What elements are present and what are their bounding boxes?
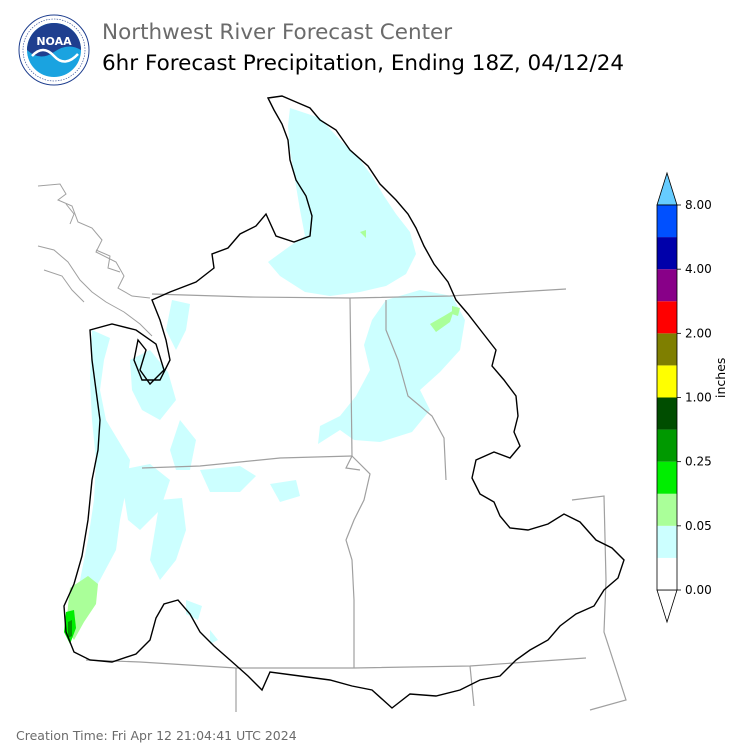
product-title: 6hr Forecast Precipitation, Ending 18Z, … (102, 51, 625, 76)
colorbar-bins (656, 171, 678, 624)
colorbar-tick-label: 0.05 (685, 519, 712, 533)
basin-outline (63, 95, 625, 709)
colorbar-tick-label: 4.00 (685, 262, 712, 276)
colorbar-tick-label: 0.00 (685, 583, 712, 597)
colorbar-ticks: 0.00 0.05 0.25 1.00 2.00 4.00 8.00 (677, 198, 712, 597)
creation-time: Creation Time: Fri Apr 12 21:04:41 UTC 2… (16, 728, 297, 743)
colorbar-bin (657, 397, 677, 430)
colorbar-bin (657, 557, 677, 590)
colorbar: 0.00 0.05 0.25 1.00 2.00 4.00 8.00 (656, 171, 712, 624)
colorbar-bin (657, 237, 677, 270)
colorbar-bin (657, 461, 677, 494)
colorbar-bin (657, 205, 677, 238)
precip-light (74, 108, 465, 644)
colorbar-bin (657, 333, 677, 366)
colorbar-tick-label: 0.25 (685, 455, 712, 469)
colorbar-unit-label: inches (713, 357, 728, 398)
state-borders (85, 288, 627, 712)
colorbar-bin (657, 301, 677, 334)
colorbar-bin (657, 525, 677, 558)
colorbar-under-arrow (656, 589, 678, 624)
colorbar-bin (657, 429, 677, 462)
colorbar-tick-label: 2.00 (685, 326, 712, 340)
logo-text: NOAA (36, 35, 72, 48)
colorbar-bin (657, 269, 677, 302)
coastline (37, 183, 153, 337)
noaa-logo-icon: NOAA (18, 14, 90, 86)
colorbar-bin (657, 493, 677, 526)
colorbar-tick-label: 8.00 (685, 198, 712, 212)
agency-title: Northwest River Forecast Center (102, 20, 453, 45)
colorbar-bin (657, 365, 677, 398)
colorbar-tick-label: 1.00 (685, 391, 712, 405)
colorbar-over-arrow (656, 171, 678, 206)
